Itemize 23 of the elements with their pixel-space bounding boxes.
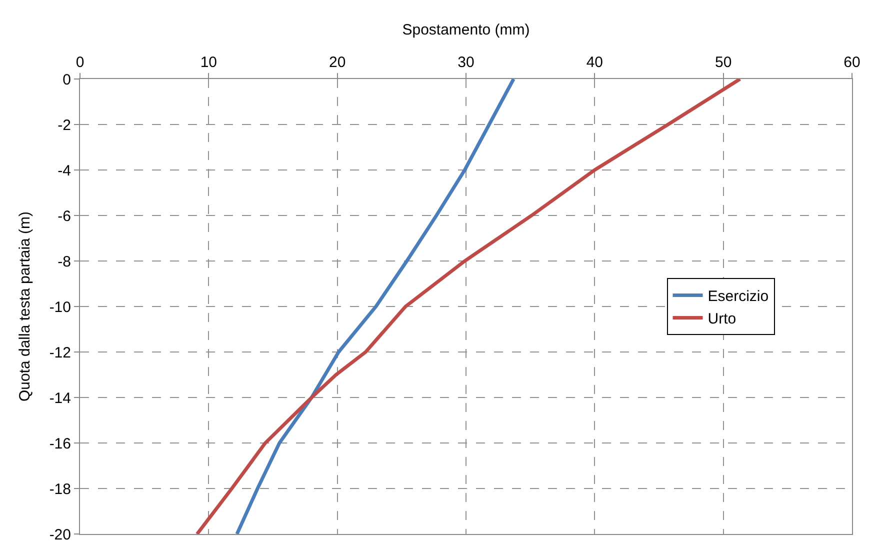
y-axis-title: Quota dalla testa partaia (m) (16, 211, 34, 402)
y-tick-label: -2 (58, 116, 71, 134)
y-tick-label: -20 (49, 526, 71, 544)
x-tick-label: 10 (200, 54, 218, 71)
x-axis-title: Spostamento (mm) (402, 21, 530, 38)
y-tick-label: -16 (49, 435, 71, 452)
y-tick-label: -10 (49, 298, 71, 316)
x-tick-label: 60 (844, 54, 860, 71)
legend-label: Urto (708, 310, 736, 328)
x-tick-label: 50 (714, 54, 732, 71)
y-tick-label: -14 (49, 390, 71, 407)
y-tick-label: -4 (58, 162, 71, 180)
y-tick-label: -18 (49, 480, 71, 498)
y-tick-label: -8 (58, 253, 71, 270)
x-tick-label: 40 (586, 54, 604, 71)
x-tick-label: 0 (76, 54, 84, 71)
x-tick-label: 30 (458, 54, 474, 71)
line-series (235, 79, 516, 534)
x-tick-label: 20 (328, 54, 346, 71)
y-tick-label: -12 (49, 344, 71, 362)
y-tick-label: -6 (58, 208, 71, 225)
legend-label: Esercizio (708, 288, 769, 306)
y-tick-label: 0 (62, 71, 71, 88)
